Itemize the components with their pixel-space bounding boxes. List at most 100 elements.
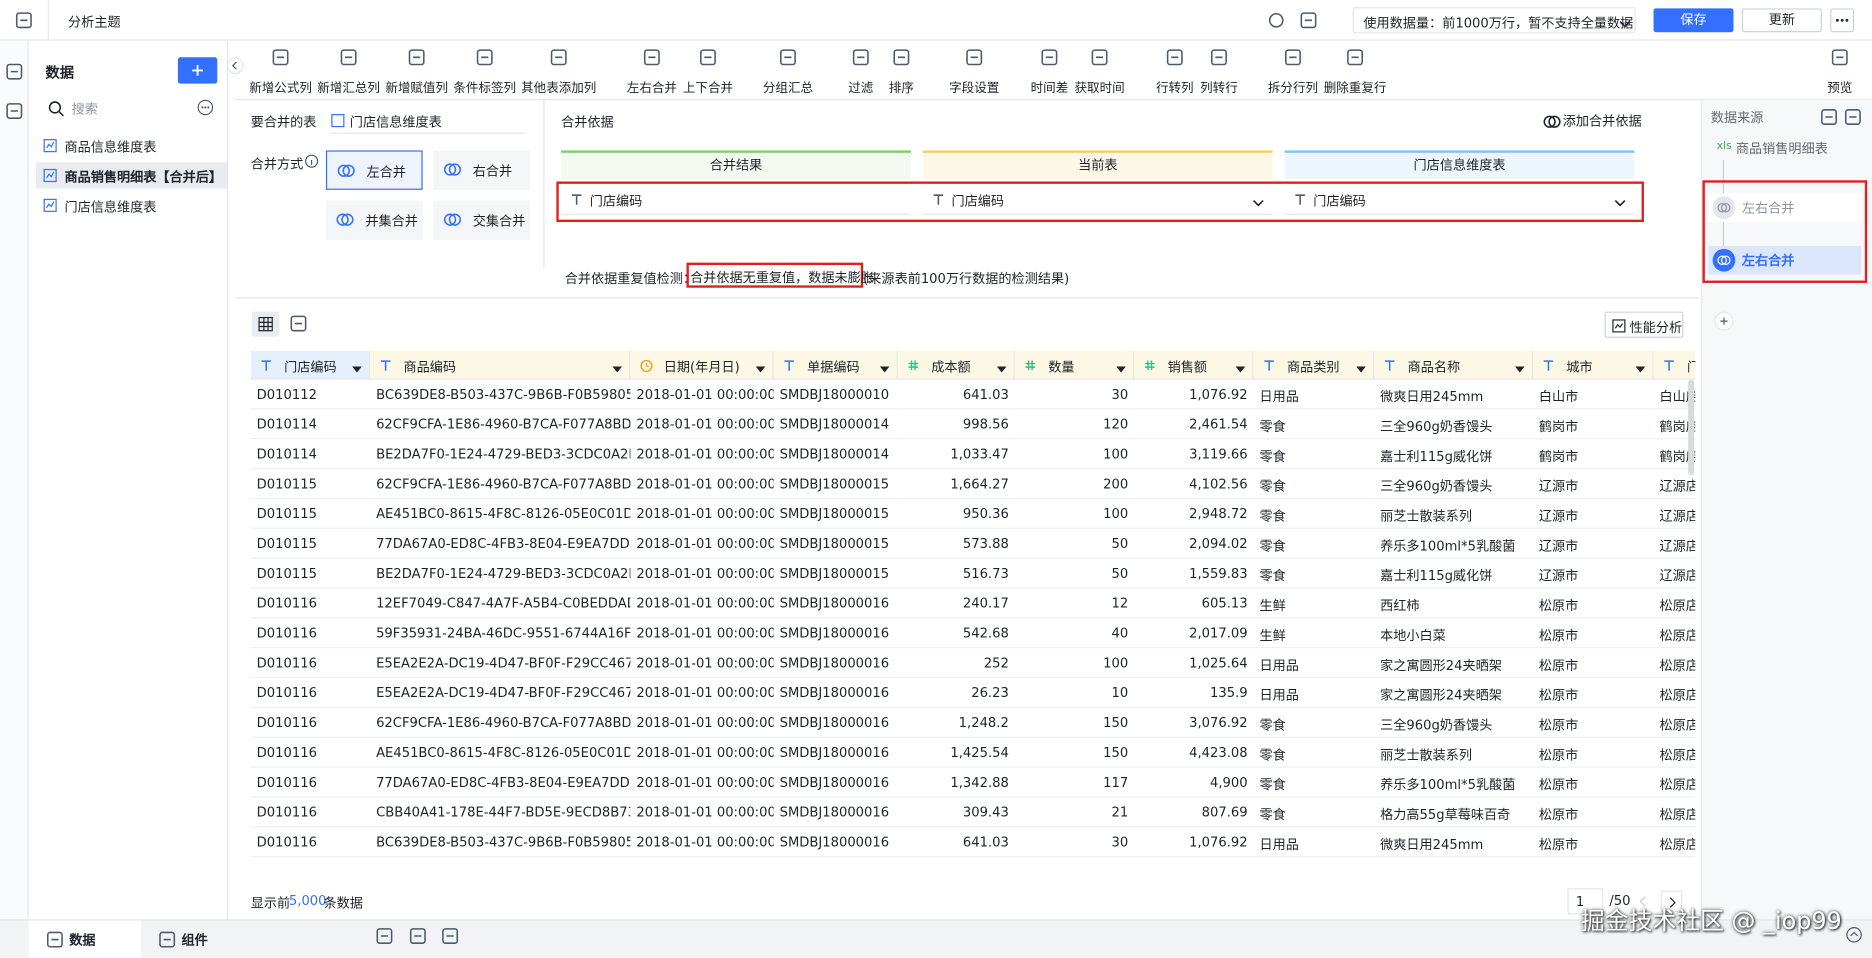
- toolbar-button[interactable]: 其他表添加列: [521, 45, 597, 98]
- field-select[interactable]: 门店编码: [1284, 185, 1635, 215]
- table-cell: 松原店: [1653, 678, 1696, 708]
- merge-method[interactable]: 并集合并: [325, 200, 423, 240]
- toolbar-button[interactable]: 排序: [863, 45, 939, 98]
- add-step[interactable]: [1714, 311, 1734, 331]
- bottom-tab[interactable]: 组件: [141, 920, 356, 958]
- add-icon-shape: [1548, 115, 1561, 128]
- table-select[interactable]: 门店信息维度表: [330, 110, 526, 134]
- table-cell: D010116: [251, 857, 370, 859]
- toolbar-button[interactable]: 删除重复行: [1317, 45, 1393, 98]
- toolbar-button[interactable]: 上下合并: [670, 45, 746, 98]
- field-select[interactable]: 门店编码: [561, 185, 911, 215]
- merge-step[interactable]: 左右合并: [1708, 245, 1862, 275]
- column-header[interactable]: 城市: [1532, 351, 1654, 380]
- toolbar-button[interactable]: 左右合并: [614, 45, 690, 98]
- table-cell: 150: [1014, 738, 1135, 768]
- column-header[interactable]: 成本额: [897, 351, 1015, 380]
- table-cell: 本地小白菜: [1374, 618, 1533, 649]
- toolbar-button[interactable]: 过滤: [823, 45, 899, 98]
- step-icon-shape: [1712, 248, 1736, 272]
- table-cell: 嘉士利115g威化饼: [1374, 559, 1533, 589]
- toolbar-button[interactable]: 新增赋值列: [378, 45, 454, 98]
- merge-method[interactable]: 右合并: [433, 150, 531, 190]
- toolbar-button[interactable]: 拆分行列: [1255, 45, 1331, 98]
- toolbar-icon-shape: [1831, 49, 1848, 66]
- more-button[interactable]: [1830, 8, 1855, 33]
- column-header[interactable]: 商品类别: [1253, 351, 1375, 380]
- method-icon-shape: [443, 163, 457, 176]
- column-header[interactable]: 商品编码: [370, 351, 631, 380]
- expand-icon[interactable]: [1843, 107, 1861, 125]
- sort-arrow-shape: [755, 366, 766, 373]
- toolbar-label: 列转行: [1200, 81, 1238, 96]
- add-basis[interactable]: 添加合并依据: [1542, 111, 1649, 130]
- table-item[interactable]: 商品销售明细表【合并后】: [35, 162, 227, 189]
- next-page[interactable]: [1660, 890, 1683, 913]
- toolbar-button[interactable]: 预览: [1802, 45, 1872, 98]
- add-button[interactable]: [177, 57, 218, 84]
- scroll-top-shape: [1846, 927, 1862, 943]
- table-cell: 252: [897, 648, 1015, 679]
- table-cell: 26.23: [897, 678, 1015, 708]
- bottom-icon[interactable]: [375, 926, 394, 945]
- bottom-icon[interactable]: [441, 926, 460, 945]
- table-item[interactable]: 门店信息维度表: [36, 192, 227, 218]
- info-icon: [304, 154, 319, 168]
- label: 合并方式: [250, 156, 304, 172]
- collapse-button[interactable]: [226, 57, 244, 75]
- flow-icon[interactable]: [1299, 11, 1318, 30]
- column-header[interactable]: 门: [1653, 351, 1696, 380]
- column-header[interactable]: 销售额: [1134, 351, 1254, 380]
- search-input[interactable]: 搜索: [71, 101, 98, 118]
- expand-icon-shape: [1844, 109, 1861, 125]
- type-icon-shape: [261, 360, 272, 371]
- header-label: 单据编码: [807, 359, 860, 375]
- refresh-icon[interactable]: [1267, 11, 1286, 30]
- column-header[interactable]: 商品名称: [1374, 351, 1533, 380]
- merge-step[interactable]: 左右合并: [1708, 193, 1862, 223]
- rail-icon[interactable]: [5, 101, 24, 120]
- toolbar-button[interactable]: 获取时间: [1061, 45, 1137, 98]
- toolbar-label: 新增汇总列: [317, 81, 380, 96]
- table-cell: D010116: [250, 678, 371, 708]
- field-select[interactable]: 门店编码: [922, 185, 1273, 215]
- rail-icon[interactable]: [5, 62, 24, 81]
- table-item[interactable]: 商品信息维度表: [36, 133, 227, 159]
- save-button[interactable]: 保存: [1653, 8, 1734, 33]
- merge-method[interactable]: 左合并: [325, 150, 423, 190]
- rail-icon-shape: [6, 63, 23, 80]
- performance-button[interactable]: 性能分析: [1604, 311, 1684, 338]
- scroll-top[interactable]: [1846, 926, 1863, 943]
- toolbar-button[interactable]: 行转列: [1137, 45, 1213, 98]
- more-icon[interactable]: [197, 99, 214, 116]
- column-header[interactable]: 数量: [1014, 351, 1135, 380]
- toolbar-button[interactable]: 条件标签列: [447, 45, 523, 98]
- history-icon[interactable]: [1819, 107, 1837, 125]
- prev-page[interactable]: [1632, 891, 1653, 912]
- toolbar-button[interactable]: 新增公式列: [242, 45, 318, 98]
- table-cell: 1,076.92: [1134, 827, 1254, 858]
- merge-method[interactable]: 交集合并: [433, 200, 531, 240]
- table-cell: BE2DA7F0-1E24-4729-BED3-3CDC0A2E4...: [370, 439, 631, 470]
- scroll-top-shape: [1846, 927, 1862, 943]
- update-button[interactable]: 更新: [1741, 8, 1822, 33]
- toolbar-button[interactable]: 字段设置: [936, 45, 1012, 98]
- table-cell: 2018-01-01 00:00:00: [630, 380, 774, 410]
- toolbar-button[interactable]: 新增汇总列: [310, 45, 386, 98]
- toolbar-label: 左右合并: [626, 81, 677, 96]
- data-volume-select[interactable]: 使用数据量：前1000万行，暂不支持全量数据: [1352, 7, 1636, 34]
- grid-view[interactable]: [251, 311, 280, 337]
- toolbar-button[interactable]: 分组汇总: [750, 45, 826, 98]
- column-header[interactable]: 日期(年月日): [630, 351, 774, 380]
- column-header[interactable]: 门店编码: [250, 351, 371, 380]
- form-view[interactable]: [289, 314, 308, 333]
- table-cell: 养乐多100ml*5乳酸菌: [1374, 529, 1533, 559]
- page-input[interactable]: 1: [1567, 888, 1604, 915]
- back-button[interactable]: [14, 11, 33, 30]
- bottom-icon[interactable]: [408, 926, 427, 945]
- bottom-tab[interactable]: 数据: [28, 920, 141, 958]
- highlight-box: [1702, 180, 1868, 283]
- toolbar-button[interactable]: 列转行: [1181, 45, 1257, 98]
- toolbar-button[interactable]: 时间差: [1011, 45, 1087, 98]
- column-header[interactable]: 单据编码: [773, 351, 898, 380]
